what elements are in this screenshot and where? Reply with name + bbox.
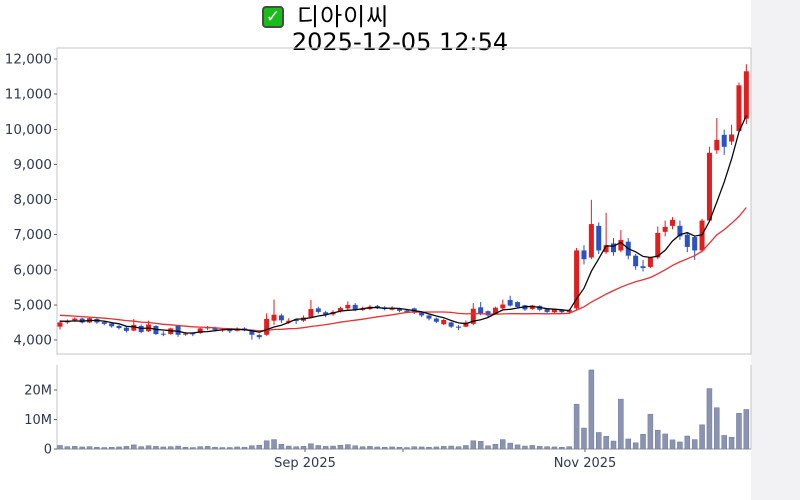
price-axis-ticks: 4,000 5,000 6,000 7,000 8,000 9,000 10,000 11,0… (5, 52, 57, 349)
x-tick-label: Nov 2025 (554, 456, 617, 471)
x-tick-label: Sep 2025 (274, 456, 336, 471)
stock-symbol-label: 디아이씨 (297, 3, 390, 31)
ma-fast-line (59, 115, 747, 334)
ma-slow-line (59, 207, 747, 332)
price-tick-label: 6,000 (13, 262, 52, 278)
legend-checkbox-icon[interactable]: ✓ (262, 6, 284, 28)
volume-axis-ticks: 0 10M 20M (24, 384, 57, 458)
volume-tick-label: 10M (24, 413, 52, 428)
price-tick-label: 10,000 (5, 122, 52, 138)
candlesticks (57, 64, 749, 340)
chart-figure: ✓ 디아이씨 2025-12-05 12:54 4,000 5,000 6,000 7… (0, 0, 752, 500)
volume-bars (57, 369, 750, 450)
price-tick-label: 9,000 (13, 157, 52, 173)
volume-tick-label: 0 (44, 443, 52, 458)
price-tick-label: 7,000 (13, 227, 52, 243)
price-tick-label: 11,000 (5, 87, 52, 103)
x-axis-ticks: Sep 2025 Nov 2025 (274, 449, 616, 471)
chart-legend: ✓ 디아이씨 (262, 3, 389, 31)
price-tick-label: 4,000 (13, 333, 52, 349)
pane-borders (56, 47, 752, 450)
price-tick-label: 5,000 (13, 297, 52, 313)
volume-tick-label: 20M (24, 384, 52, 399)
price-tick-label: 8,000 (13, 192, 52, 208)
chart-datetime-title: 2025-12-05 12:54 (291, 28, 509, 56)
price-tick-label: 12,000 (5, 52, 52, 68)
